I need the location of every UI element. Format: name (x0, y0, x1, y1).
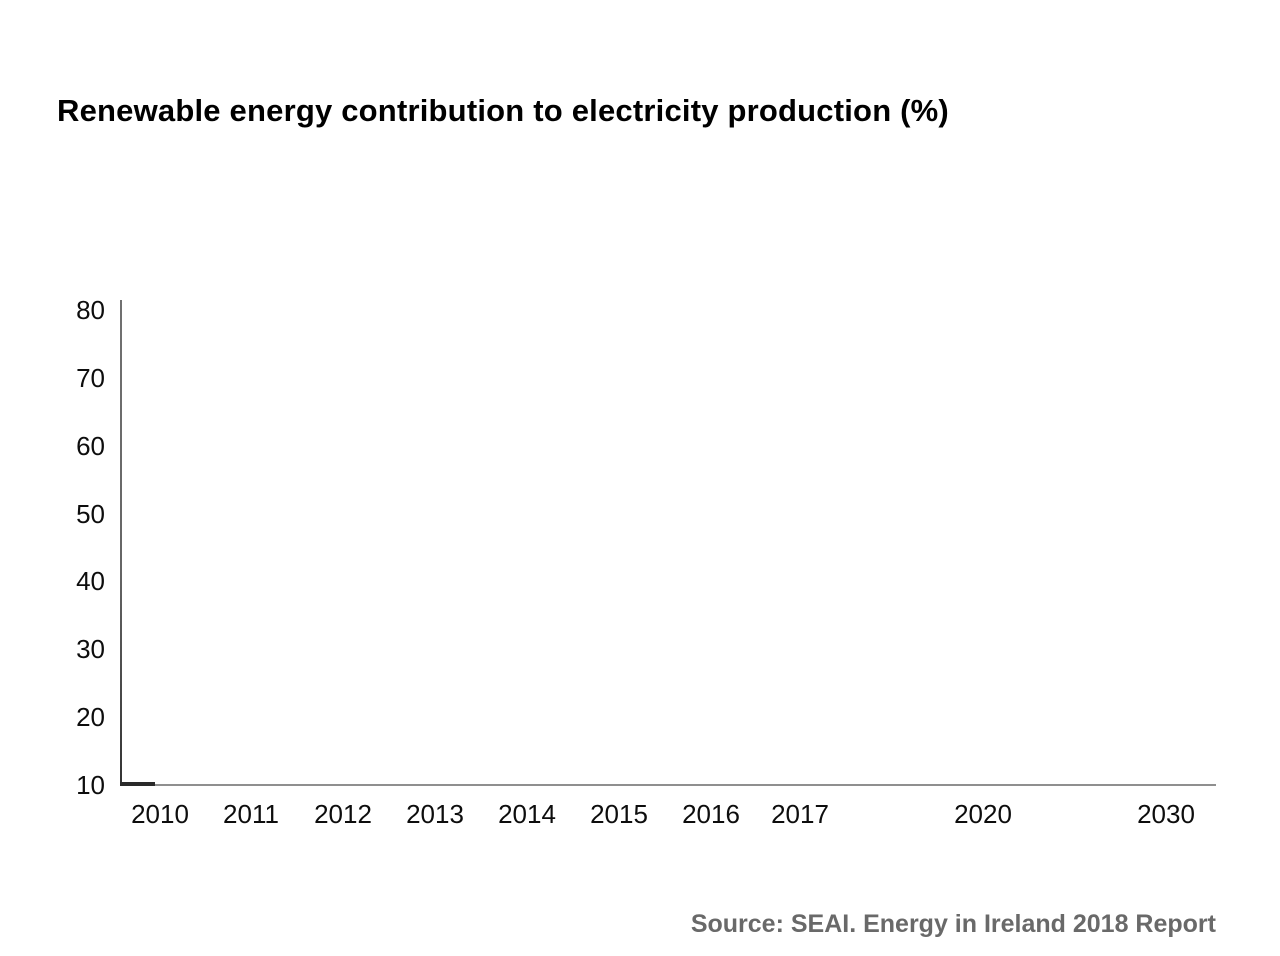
y-tick-label: 80 (76, 295, 105, 325)
y-axis-line (120, 300, 122, 786)
source-note: Source: SEAI. Energy in Ireland 2018 Rep… (690, 910, 1216, 938)
y-tick-label: 20 (76, 702, 105, 732)
chart-title: Renewable energy contribution to electri… (57, 93, 949, 128)
x-tick-label: 2020 (954, 799, 1012, 829)
y-tick-label: 30 (76, 634, 105, 664)
x-tick-label: 2010 (131, 799, 189, 829)
x-tick-label: 2030 (1137, 799, 1195, 829)
y-tick-label: 40 (76, 566, 105, 596)
y-tick-label: 60 (76, 431, 105, 461)
x-tick-label: 2014 (498, 799, 556, 829)
x-tick-label: 2013 (406, 799, 464, 829)
x-tick-label: 2017 (771, 799, 829, 829)
x-tick-label: 2011 (223, 799, 279, 829)
y-tick-label: 50 (76, 499, 105, 529)
data-line-start (120, 782, 155, 786)
y-tick-label: 70 (76, 363, 105, 393)
x-tick-label: 2016 (682, 799, 740, 829)
x-tick-label: 2012 (314, 799, 372, 829)
x-tick-label: 2015 (590, 799, 648, 829)
y-tick-label: 10 (76, 770, 105, 800)
x-axis-line (120, 784, 1216, 786)
